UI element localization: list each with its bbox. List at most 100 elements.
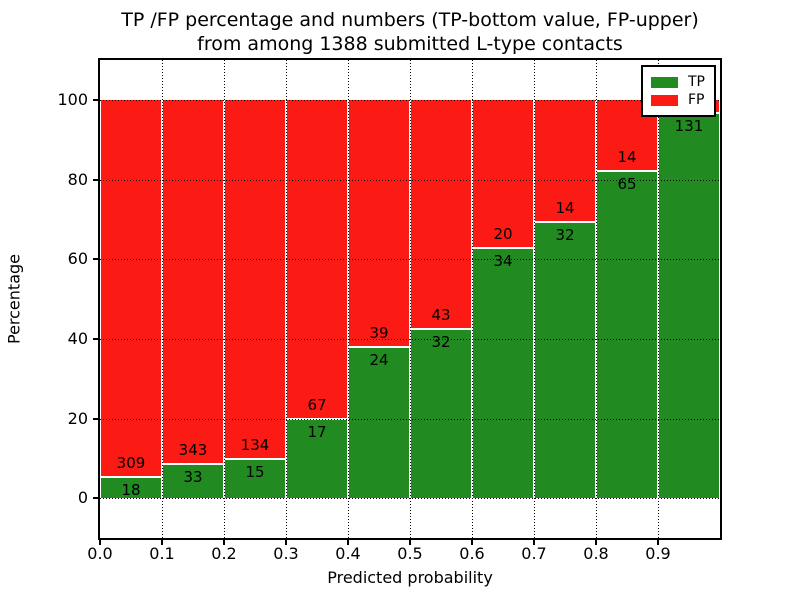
vertical-gridline (224, 60, 225, 538)
tp-segment (411, 328, 471, 499)
fp-count-label: 343 (178, 441, 208, 460)
chart-title-line2: from among 1388 submitted L-type contact… (197, 33, 623, 55)
horizontal-gridline (100, 338, 720, 340)
fp-count-label: 67 (307, 395, 327, 414)
fp-count-label: 43 (431, 306, 451, 325)
y-tick-label: 20 (67, 408, 88, 428)
fp-segment (101, 99, 161, 477)
tp-segment (535, 221, 595, 499)
x-tick-mark (347, 540, 349, 545)
fp-segment (411, 99, 471, 329)
fp-segment (225, 99, 285, 459)
legend-item-tp: TP (651, 74, 705, 90)
fp-segment (287, 99, 347, 418)
x-tick-label: 0.7 (521, 544, 547, 563)
x-tick-mark (99, 540, 101, 545)
y-tick-label: 40 (67, 328, 88, 348)
vertical-gridline (348, 60, 349, 538)
tp-count-label: 33 (183, 468, 203, 487)
vertical-gridline (534, 60, 535, 538)
horizontal-gridline (100, 418, 720, 420)
vertical-gridline (162, 60, 163, 538)
tp-count-label: 32 (555, 226, 575, 245)
vertical-gridline (286, 60, 287, 538)
y-tick-label: 80 (67, 169, 88, 189)
horizontal-gridline (100, 179, 720, 181)
legend-swatch-fp (651, 94, 678, 106)
legend-label-tp: TP (688, 74, 705, 90)
bar-0.9-1.0 (658, 60, 720, 538)
fp-segment (473, 99, 533, 248)
fp-count-label: 14 (555, 199, 575, 218)
x-tick-label: 0.4 (335, 544, 361, 563)
vertical-gridline (658, 60, 659, 538)
fp-count-label: 39 (369, 324, 389, 343)
y-tick-mark (93, 337, 98, 340)
x-axis-label: Predicted probability (327, 568, 493, 587)
tp-segment (225, 458, 285, 499)
y-tick-mark (93, 497, 98, 500)
horizontal-gridline (100, 99, 720, 101)
horizontal-gridline (100, 259, 720, 261)
fp-count-label: 14 (617, 148, 637, 167)
tp-count-label: 32 (431, 333, 451, 352)
y-tick-mark (93, 258, 98, 261)
y-tick-mark (93, 178, 98, 181)
bar-0.4-0.5 (348, 60, 410, 538)
x-tick-label: 0.5 (397, 544, 423, 563)
x-tick-label: 0.0 (87, 544, 113, 563)
tp-segment (473, 247, 533, 499)
fp-count-label: 309 (116, 454, 146, 473)
tp-segment (597, 170, 657, 499)
legend-item-fp: FP (651, 92, 705, 108)
y-tick-label: 60 (67, 249, 88, 269)
chart-title-line1: TP /FP percentage and numbers (TP-bottom… (121, 9, 699, 31)
horizontal-gridline (100, 498, 720, 500)
y-axis-label: Percentage (4, 253, 24, 345)
tp-count-label: 24 (369, 351, 389, 370)
legend-swatch-tp (651, 76, 678, 88)
x-tick-mark (409, 540, 411, 545)
bar-0.8-0.9 (596, 60, 658, 538)
x-tick-label: 0.2 (211, 544, 237, 563)
y-tick-mark (93, 417, 98, 420)
x-tick-label: 0.8 (583, 544, 609, 563)
plot-area: 309 18 343 33 134 15 67 17 39 24 43 32 20 34 14 32 14 65 1… (98, 58, 722, 540)
x-tick-mark (657, 540, 659, 545)
tp-count-label: 15 (245, 463, 265, 482)
x-tick-label: 0.6 (459, 544, 485, 563)
fp-count-label: 20 (493, 225, 513, 244)
x-tick-label: 0.9 (645, 544, 671, 563)
tp-segment (659, 111, 719, 499)
chart-title: TP /FP percentage and numbers (TP-bottom… (100, 8, 720, 56)
legend-label-fp: FP (688, 92, 705, 108)
legend: TP FP (641, 65, 716, 117)
vertical-gridline (596, 60, 597, 538)
x-tick-label: 0.1 (149, 544, 175, 563)
x-tick-mark (533, 540, 535, 545)
x-tick-mark (471, 540, 473, 545)
fp-segment (349, 99, 409, 347)
x-tick-mark (285, 540, 287, 545)
y-tick-label: 0 (77, 488, 88, 508)
fp-segment (163, 99, 223, 464)
bar-0.2-0.3 (224, 60, 286, 538)
vertical-gridline (410, 60, 411, 538)
bar-0.3-0.4 (286, 60, 348, 538)
bar-0.1-0.2 (162, 60, 224, 538)
bar-0.0-0.1 (100, 60, 162, 538)
y-tick-label: 100 (57, 89, 88, 109)
tp-count-label: 34 (493, 252, 513, 271)
tp-segment (101, 476, 161, 499)
tp-count-label: 131 (674, 116, 704, 135)
vertical-gridline (472, 60, 473, 538)
tp-count-label: 65 (617, 175, 637, 194)
x-tick-label: 0.3 (273, 544, 299, 563)
tp-segment (349, 346, 409, 499)
x-tick-mark (595, 540, 597, 545)
bar-0.5-0.6 (410, 60, 472, 538)
tp-segment (163, 463, 223, 499)
bar-0.7-0.8 (534, 60, 596, 538)
fp-segment (535, 99, 595, 222)
